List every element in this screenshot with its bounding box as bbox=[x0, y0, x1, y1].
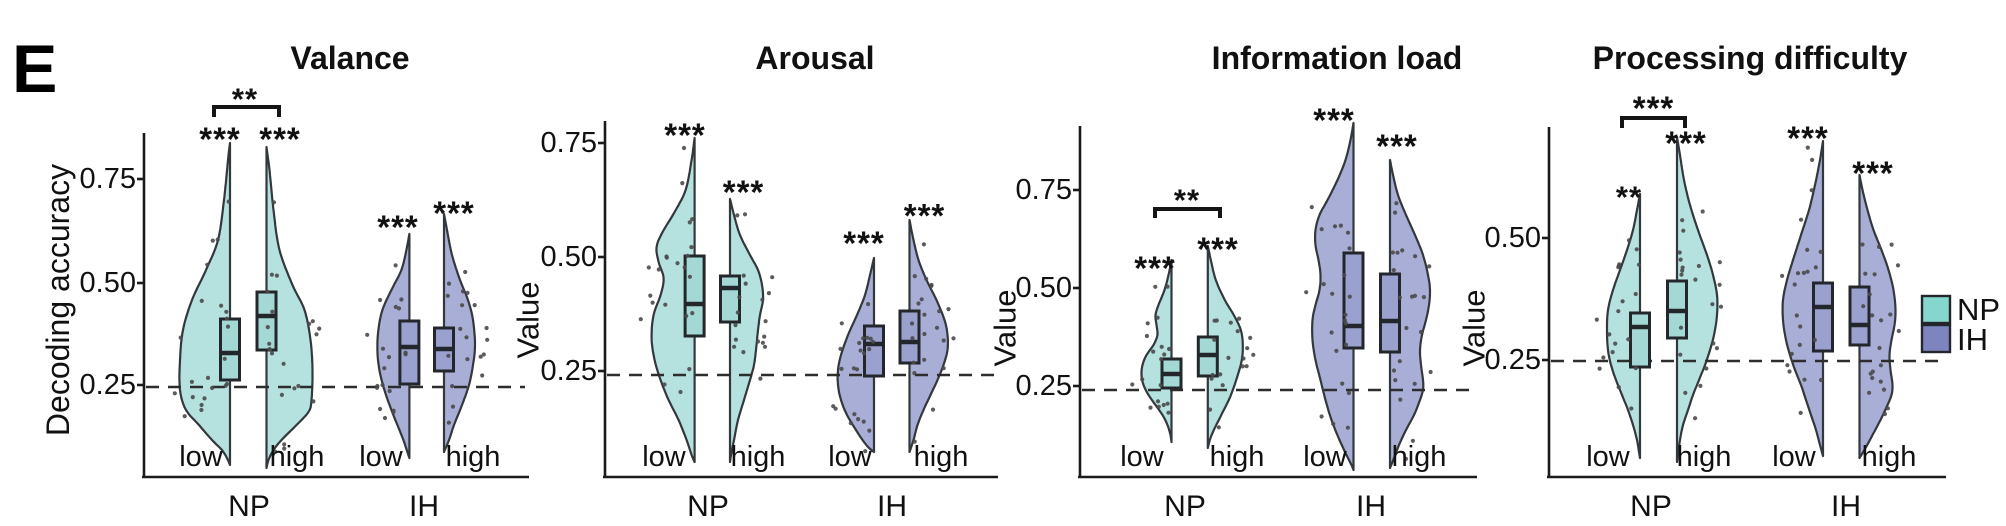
svg-text:Value: Value bbox=[988, 290, 1023, 367]
svg-text:high: high bbox=[731, 441, 786, 473]
svg-text:0.25: 0.25 bbox=[1016, 370, 1072, 402]
svg-text:NP: NP bbox=[1164, 490, 1206, 523]
svg-text:low: low bbox=[1303, 441, 1348, 473]
svg-text:Arousal: Arousal bbox=[755, 40, 874, 76]
svg-text:high: high bbox=[914, 441, 969, 473]
svg-text:IH: IH bbox=[877, 490, 907, 523]
svg-text:***: *** bbox=[664, 117, 706, 154]
svg-text:high: high bbox=[446, 441, 501, 473]
svg-text:0.50: 0.50 bbox=[80, 267, 136, 299]
svg-text:NP: NP bbox=[687, 490, 729, 523]
svg-text:NP: NP bbox=[1630, 490, 1672, 523]
svg-text:***: *** bbox=[433, 195, 475, 232]
svg-text:Decoding accuracy: Decoding accuracy bbox=[40, 164, 76, 436]
svg-text:***: *** bbox=[1787, 120, 1829, 157]
svg-text:IH: IH bbox=[1356, 490, 1386, 523]
svg-text:low: low bbox=[179, 441, 224, 473]
svg-text:low: low bbox=[1772, 441, 1817, 473]
svg-text:***: *** bbox=[1633, 90, 1675, 127]
svg-text:high: high bbox=[1677, 441, 1732, 473]
svg-text:***: *** bbox=[1376, 128, 1418, 165]
svg-text:**: ** bbox=[1616, 180, 1642, 215]
svg-text:***: *** bbox=[1313, 102, 1355, 139]
svg-text:0.75: 0.75 bbox=[80, 163, 136, 195]
svg-text:IH: IH bbox=[1831, 490, 1861, 523]
svg-text:0.50: 0.50 bbox=[1016, 272, 1072, 304]
svg-text:0.25: 0.25 bbox=[1485, 344, 1541, 376]
svg-text:***: *** bbox=[904, 197, 946, 234]
svg-text:***: *** bbox=[259, 121, 301, 158]
svg-text:**: ** bbox=[232, 82, 258, 117]
svg-text:***: *** bbox=[1665, 125, 1707, 162]
svg-text:NP: NP bbox=[1957, 292, 2000, 327]
svg-text:NP: NP bbox=[228, 490, 270, 523]
svg-text:low: low bbox=[1586, 441, 1631, 473]
svg-text:low: low bbox=[1120, 441, 1165, 473]
svg-text:low: low bbox=[828, 441, 873, 473]
svg-text:0.50: 0.50 bbox=[1485, 222, 1541, 254]
svg-text:IH: IH bbox=[409, 490, 439, 523]
svg-text:high: high bbox=[1210, 441, 1265, 473]
svg-text:***: *** bbox=[1197, 231, 1239, 268]
svg-text:Value: Value bbox=[1457, 290, 1492, 367]
svg-text:**: ** bbox=[1174, 183, 1200, 218]
svg-text:0.50: 0.50 bbox=[541, 241, 597, 273]
svg-text:high: high bbox=[1862, 441, 1917, 473]
svg-text:high: high bbox=[1392, 441, 1447, 473]
svg-text:IH: IH bbox=[1957, 322, 1988, 357]
svg-text:0.75: 0.75 bbox=[1016, 174, 1072, 206]
svg-text:***: *** bbox=[1134, 250, 1176, 287]
svg-text:Value: Value bbox=[511, 282, 546, 359]
svg-text:Valance: Valance bbox=[290, 40, 409, 76]
svg-text:Processing difficulty: Processing difficulty bbox=[1593, 40, 1908, 76]
svg-text:0.25: 0.25 bbox=[80, 369, 136, 401]
svg-text:low: low bbox=[359, 441, 404, 473]
svg-text:Information load: Information load bbox=[1212, 40, 1463, 76]
svg-text:high: high bbox=[270, 441, 325, 473]
svg-text:***: *** bbox=[199, 121, 241, 158]
svg-text:***: *** bbox=[1852, 155, 1894, 192]
svg-text:***: *** bbox=[843, 225, 885, 262]
svg-text:E: E bbox=[12, 31, 57, 107]
svg-text:***: *** bbox=[723, 174, 765, 211]
svg-text:0.25: 0.25 bbox=[541, 355, 597, 387]
svg-text:low: low bbox=[642, 441, 687, 473]
svg-text:0.75: 0.75 bbox=[541, 127, 597, 159]
svg-text:***: *** bbox=[377, 209, 419, 246]
